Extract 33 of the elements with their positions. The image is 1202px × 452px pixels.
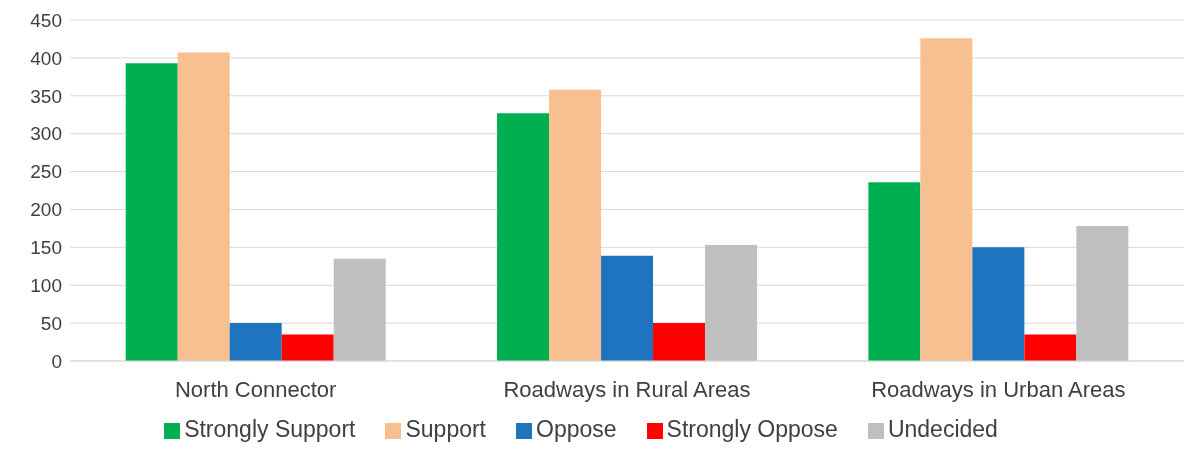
bar [920, 38, 973, 361]
y-tick-label: 150 [30, 237, 62, 259]
bar [549, 89, 602, 361]
x-tick-label: North Connector [174, 376, 337, 402]
legend-label: Strongly Support [184, 416, 356, 442]
bar [281, 334, 334, 361]
bar [653, 323, 706, 361]
y-tick-label: 400 [30, 47, 62, 69]
y-tick-label: 200 [30, 199, 62, 221]
y-tick-label: 50 [40, 312, 62, 334]
bar [177, 52, 230, 361]
legend-label: Undecided [887, 416, 998, 442]
y-tick-label: 300 [30, 123, 62, 145]
bar [705, 245, 758, 361]
y-tick-label: 250 [30, 161, 62, 183]
y-tick-label: 100 [30, 274, 62, 296]
bar [868, 182, 921, 361]
x-tick-label: Roadways in Rural Areas [503, 376, 751, 402]
x-tick-label: Roadways in Urban Areas [871, 376, 1126, 402]
bar [125, 63, 178, 361]
y-tick-label: 0 [51, 350, 62, 372]
bar [601, 255, 654, 361]
y-tick-label: 350 [30, 85, 62, 107]
legend-label: Oppose [536, 416, 617, 442]
bar [972, 247, 1025, 361]
bar [1076, 226, 1129, 361]
legend-label: Support [405, 416, 487, 442]
bar [333, 258, 386, 361]
bar [1024, 334, 1077, 361]
bar [497, 113, 550, 361]
bar [229, 323, 282, 361]
legend-label: Strongly Oppose [666, 416, 838, 442]
y-tick-label: 450 [30, 9, 62, 31]
